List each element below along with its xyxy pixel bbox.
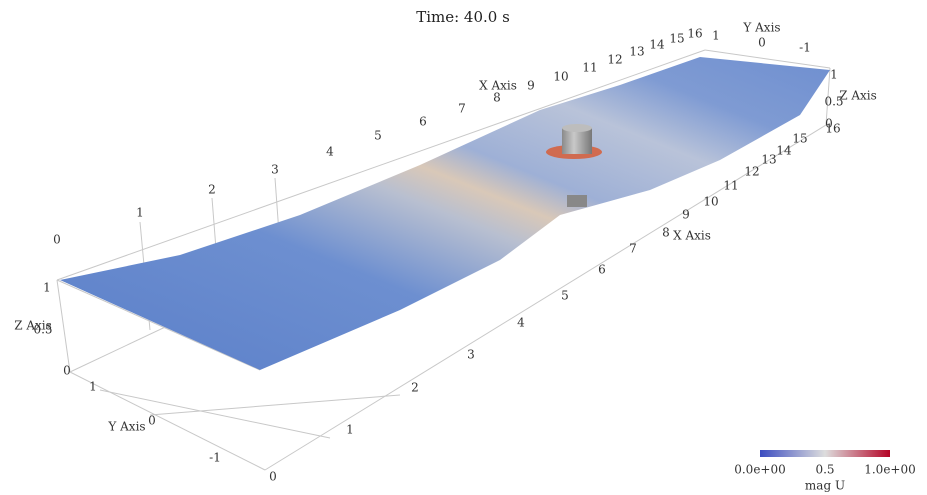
tick-label: 3 bbox=[271, 163, 279, 177]
tick-label: 1 bbox=[43, 281, 51, 295]
tick-label: 5 bbox=[561, 289, 569, 303]
tick-label: 0 bbox=[148, 414, 156, 428]
colorbar-label: 0.5 bbox=[815, 463, 834, 477]
tick-label: 11 bbox=[582, 61, 597, 75]
tick-label: 12 bbox=[607, 53, 622, 67]
tick-label: 0.5 bbox=[824, 95, 843, 109]
tick-label: 1 bbox=[830, 68, 838, 82]
tick-label: 7 bbox=[458, 102, 466, 116]
tick-label: 0 bbox=[825, 117, 833, 131]
tick-label: 0.5 bbox=[33, 323, 52, 337]
tick-label: 1 bbox=[346, 423, 354, 437]
tick-label: 0 bbox=[758, 36, 766, 50]
axis-title: Y Axis bbox=[742, 21, 780, 35]
tick-label: 1 bbox=[136, 206, 144, 220]
tick-label: -1 bbox=[799, 41, 811, 55]
cylinder-base bbox=[567, 195, 587, 207]
tick-label: 15 bbox=[792, 132, 807, 146]
colorbar-label: 0.0e+00 bbox=[734, 463, 786, 477]
tick-label: 9 bbox=[682, 208, 690, 222]
tick-label: 16 bbox=[687, 27, 702, 41]
tick-label: 3 bbox=[467, 348, 475, 362]
time-title: Time: 40.0 s bbox=[416, 8, 510, 26]
tick-label: 4 bbox=[517, 316, 525, 330]
tick-label: 0 bbox=[63, 364, 71, 378]
tick-label: 13 bbox=[629, 45, 644, 59]
tick-label: -1 bbox=[209, 451, 221, 465]
tick-label: 13 bbox=[761, 153, 776, 167]
tick-label: 5 bbox=[374, 129, 382, 143]
tick-label: 0 bbox=[269, 470, 277, 484]
axis-title: Z Axis bbox=[839, 89, 877, 103]
water-surface bbox=[60, 57, 830, 370]
tick-label: 6 bbox=[419, 115, 427, 129]
tick-label: 2 bbox=[208, 183, 216, 197]
render-view: Time: 40.0 s 0.0e+00 0.5 1.0e+00 mag U X… bbox=[0, 0, 927, 495]
tick-label: 2 bbox=[411, 381, 419, 395]
tick-label: 4 bbox=[326, 145, 334, 159]
colorbar-title: mag U bbox=[805, 479, 845, 493]
tick-label: 6 bbox=[598, 263, 606, 277]
tick-label: 7 bbox=[629, 242, 637, 256]
tick-label: 1 bbox=[89, 380, 97, 394]
axis-title: X Axis bbox=[673, 229, 711, 243]
tick-label: 10 bbox=[703, 195, 718, 209]
tick-label: 14 bbox=[776, 144, 792, 158]
tick-label: 8 bbox=[662, 226, 670, 240]
tick-label: 9 bbox=[527, 79, 535, 93]
tick-label: 11 bbox=[723, 179, 738, 193]
tick-label: 14 bbox=[649, 38, 665, 52]
tick-label: 12 bbox=[744, 165, 759, 179]
tick-label: 15 bbox=[669, 32, 684, 46]
colorbar bbox=[760, 450, 890, 457]
tick-label: 10 bbox=[553, 70, 568, 84]
tick-label: 8 bbox=[493, 91, 501, 105]
tick-label: 1 bbox=[712, 29, 720, 43]
colorbar-label: 1.0e+00 bbox=[864, 463, 916, 477]
axis-title: Y Axis bbox=[107, 420, 145, 434]
tick-label: 0 bbox=[53, 233, 61, 247]
cylinder-top bbox=[562, 124, 592, 132]
